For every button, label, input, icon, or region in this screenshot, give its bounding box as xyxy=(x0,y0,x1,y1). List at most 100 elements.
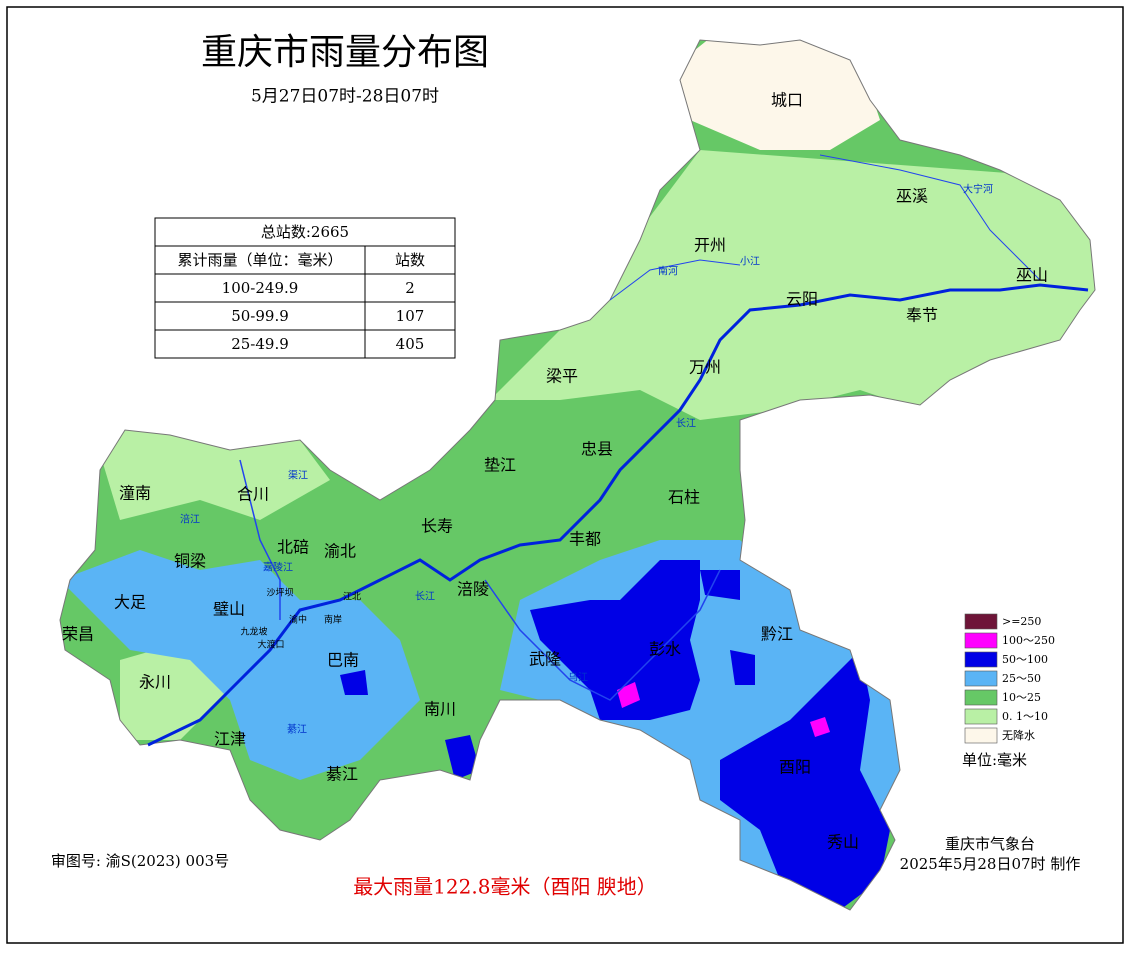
minor-place-label: 沙坪坝 xyxy=(266,588,293,599)
legend-swatch xyxy=(964,670,998,687)
place-label: 渝北 xyxy=(324,542,356,561)
column-header: 站数 xyxy=(395,251,425,269)
daning-river xyxy=(819,154,1041,281)
place-label: 城口 xyxy=(771,91,803,110)
river-label: 南河 xyxy=(658,265,678,278)
river-label: 大宁河 xyxy=(963,183,993,196)
zone-0-10 xyxy=(490,150,1095,420)
legend: >=250 100～250 50～100 25～50 10～25 0. 1～10 无降水单位… xyxy=(962,613,1055,769)
legend-label: 50～100 xyxy=(1002,653,1048,666)
table-border xyxy=(154,217,456,359)
zone-none xyxy=(670,40,880,150)
place-label: 璧山 xyxy=(213,600,245,619)
place-label: 云阳 xyxy=(786,290,818,309)
zone-50-100 xyxy=(700,570,740,600)
place-label: 大足 xyxy=(114,593,146,612)
place-label: 酉阳 xyxy=(779,758,811,777)
place-label: 荣昌 xyxy=(62,625,94,644)
place-label: 长寿 xyxy=(421,517,453,536)
minor-place-label: 江北 xyxy=(343,592,361,603)
zone-50-100 xyxy=(530,560,700,720)
place-label: 垫江 xyxy=(484,456,516,475)
frame xyxy=(6,6,1124,944)
river-label: 嘉陵江 xyxy=(263,561,293,574)
zone-50-100 xyxy=(340,670,368,695)
approval-number: 审图号: 渝S(2023) 003号 xyxy=(51,852,229,870)
river-label: 小江 xyxy=(740,256,760,268)
place-label: 綦江 xyxy=(326,765,358,784)
legend-label: >=250 xyxy=(1002,615,1041,628)
legend-label: 0. 1～10 xyxy=(1002,710,1048,723)
table-cell: 50-99.9 xyxy=(231,307,289,325)
column-header: 累计雨量（单位：毫米） xyxy=(177,251,342,269)
table-cell: 405 xyxy=(396,335,425,353)
river-label: 乌江 xyxy=(568,671,588,684)
table-cell: 107 xyxy=(396,307,425,325)
place-label: 巴南 xyxy=(327,651,359,670)
place-label: 石柱 xyxy=(668,488,700,507)
legend-unit: 单位:毫米 xyxy=(962,751,1027,769)
place-label: 丰都 xyxy=(569,530,601,549)
stats-table: 总站数:2665 累计雨量（单位：毫米） 站数 100-249.9 2 50-99.9 10… xyxy=(154,217,456,359)
place-label: 铜梁 xyxy=(174,552,206,571)
place-label: 万州 xyxy=(689,358,721,377)
river-label: 綦江 xyxy=(287,723,307,736)
place-label: 潼南 xyxy=(119,484,151,503)
place-label: 永川 xyxy=(139,673,171,692)
legend-label: 25～50 xyxy=(1002,672,1041,685)
place-label: 梁平 xyxy=(546,367,578,386)
zone-100-250 xyxy=(810,717,830,737)
legend-label: 100～250 xyxy=(1002,634,1055,647)
yangtze-river xyxy=(147,283,1089,747)
zone-50-100 xyxy=(445,735,480,780)
zone-50-100 xyxy=(720,650,890,910)
place-label: 开州 xyxy=(694,236,726,255)
legend-label: 10～25 xyxy=(1002,691,1041,704)
table-cell: 2 xyxy=(405,279,415,297)
wu-river xyxy=(484,569,721,701)
place-label: 涪陵 xyxy=(457,580,489,599)
table-caption: 总站数:2665 xyxy=(261,223,349,241)
jialing-river xyxy=(239,459,281,620)
minor-place-label: 南岸 xyxy=(324,614,342,626)
zone-25-50 xyxy=(60,550,420,780)
legend-label: 无降水 xyxy=(1002,728,1035,742)
zone-50-100 xyxy=(730,650,755,685)
legend-swatch xyxy=(964,651,998,668)
place-label: 秀山 xyxy=(827,833,859,852)
minor-place-label: 大渡口 xyxy=(257,639,284,651)
zone-100-250 xyxy=(617,682,640,708)
max-rain: 最大雨量122.8毫米（酉阳 腴地） xyxy=(353,875,657,899)
river-label: 长江 xyxy=(676,418,696,430)
legend-swatch xyxy=(964,632,998,649)
legend-swatch xyxy=(964,727,998,744)
river-label: 涪江 xyxy=(180,513,200,526)
place-label: 巫山 xyxy=(1016,266,1048,285)
place-label: 合川 xyxy=(237,485,269,504)
issuer: 重庆市气象台 xyxy=(945,835,1035,853)
place-label: 黔江 xyxy=(761,625,793,644)
legend-swatch xyxy=(964,689,998,706)
title: 重庆市雨量分布图 xyxy=(201,32,489,73)
place-label: 忠县 xyxy=(581,440,613,459)
minor-place-label: 九龙坡 xyxy=(240,626,267,638)
river-label: 长江 xyxy=(415,591,435,603)
river-label: 渠江 xyxy=(288,470,308,482)
zone-0-10 xyxy=(90,420,330,520)
place-label: 彭水 xyxy=(649,640,681,659)
subtitle: 5月27日07时-28日07时 xyxy=(251,87,439,107)
place-label: 巫溪 xyxy=(896,187,928,206)
place-label: 南川 xyxy=(424,700,456,719)
minor-place-label: 渝中 xyxy=(289,614,307,626)
legend-swatch xyxy=(964,613,998,630)
issued-time: 2025年5月28日07时 制作 xyxy=(900,855,1081,873)
nan-river xyxy=(609,259,741,301)
place-label: 武隆 xyxy=(529,650,561,669)
table-cell: 100-249.9 xyxy=(222,279,299,297)
place-label: 奉节 xyxy=(906,306,938,325)
legend-swatch xyxy=(964,708,998,725)
place-label: 江津 xyxy=(214,730,246,749)
